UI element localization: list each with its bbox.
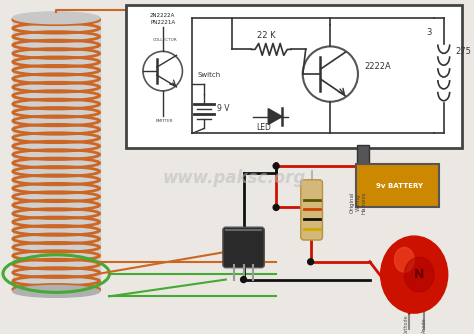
Text: Anode: Anode: [421, 317, 427, 333]
Polygon shape: [13, 18, 100, 291]
Text: LED: LED: [256, 123, 271, 132]
Ellipse shape: [381, 236, 448, 313]
Text: 9v BATTERY: 9v BATTERY: [376, 183, 423, 189]
Ellipse shape: [404, 257, 434, 292]
FancyBboxPatch shape: [357, 145, 369, 167]
Text: 9 V: 9 V: [217, 104, 229, 113]
Text: Cathode: Cathode: [404, 314, 409, 334]
Text: Original
Wiring
Harness: Original Wiring Harness: [350, 191, 366, 214]
Circle shape: [241, 277, 246, 283]
FancyBboxPatch shape: [356, 164, 439, 207]
Ellipse shape: [13, 12, 100, 24]
Text: 275: 275: [456, 47, 472, 56]
Circle shape: [273, 163, 279, 169]
Ellipse shape: [13, 286, 100, 297]
Polygon shape: [268, 109, 282, 125]
Text: 22 K: 22 K: [257, 30, 275, 39]
Text: Switch: Switch: [197, 72, 220, 78]
FancyBboxPatch shape: [301, 180, 322, 240]
FancyBboxPatch shape: [223, 227, 264, 268]
Ellipse shape: [394, 247, 414, 272]
Text: N: N: [414, 268, 424, 281]
Circle shape: [143, 51, 182, 91]
Text: PN2221A: PN2221A: [150, 20, 175, 25]
Text: COLLECTOR: COLLECTOR: [152, 38, 177, 42]
Text: www.paksc.org: www.paksc.org: [162, 169, 305, 187]
Circle shape: [273, 204, 279, 210]
FancyBboxPatch shape: [126, 5, 462, 148]
Circle shape: [308, 259, 314, 265]
Text: EMITTER: EMITTER: [156, 120, 173, 124]
Text: 2222A: 2222A: [365, 62, 392, 71]
Circle shape: [303, 46, 358, 102]
Text: 2N2222A: 2N2222A: [150, 13, 175, 18]
Text: 3: 3: [426, 28, 431, 36]
